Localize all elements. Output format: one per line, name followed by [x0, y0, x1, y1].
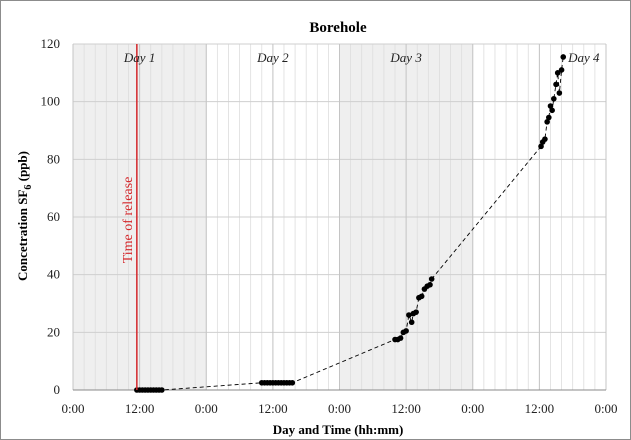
y-axis-label: Concetration SF6 (ppb) — [15, 151, 34, 281]
data-point — [289, 379, 296, 386]
chart-title: Borehole — [309, 20, 367, 36]
data-point — [553, 81, 559, 88]
data-point — [403, 328, 409, 334]
data-point — [418, 293, 425, 300]
x-tick-label: 0:00 — [61, 401, 84, 416]
y-tick-label: 60 — [47, 209, 60, 224]
data-point — [406, 312, 412, 318]
day-label: Day 3 — [389, 50, 422, 65]
data-point — [560, 54, 567, 60]
x-axis-label: Day and Time (hh:mm) — [273, 422, 404, 437]
data-point — [428, 276, 435, 282]
y-axis-label-unit: (ppb) — [15, 151, 30, 185]
data-point — [542, 136, 548, 142]
y-tick-label: 40 — [47, 267, 60, 282]
x-tick-label: 12:00 — [391, 401, 421, 416]
y-tick-label: 80 — [47, 151, 60, 166]
data-point — [546, 114, 552, 121]
day-label: Day 4 — [567, 50, 600, 65]
data-point — [408, 319, 415, 326]
day-label: Day 2 — [256, 50, 289, 65]
data-point — [558, 67, 565, 73]
data-point — [538, 143, 544, 150]
y-tick-label: 100 — [41, 94, 61, 109]
x-tick-label: 0:00 — [328, 401, 351, 416]
data-point — [427, 281, 433, 288]
x-tick-label: 12:00 — [125, 401, 155, 416]
data-point — [413, 309, 419, 315]
day-label: Day 1 — [123, 50, 155, 65]
x-tick-label: 0:00 — [461, 401, 484, 416]
y-axis-label-main: Concetration SF — [15, 190, 30, 281]
data-point — [556, 90, 563, 96]
data-point — [554, 70, 561, 76]
data-point — [397, 335, 404, 341]
data-point — [159, 387, 165, 393]
y-tick-label: 20 — [47, 324, 60, 339]
y-axis-label-subscript: 6 — [23, 185, 34, 190]
data-point — [544, 119, 550, 125]
x-tick-label: 0:00 — [594, 401, 617, 416]
data-point — [551, 95, 557, 102]
x-tick-label: 12:00 — [525, 401, 555, 416]
data-point — [547, 103, 554, 109]
y-tick-label: 0 — [54, 382, 61, 397]
release-label: Time of release — [121, 177, 136, 264]
y-tick-label: 120 — [41, 36, 61, 51]
data-point — [549, 107, 555, 114]
x-tick-label: 12:00 — [258, 401, 288, 416]
x-tick-label: 0:00 — [195, 401, 218, 416]
